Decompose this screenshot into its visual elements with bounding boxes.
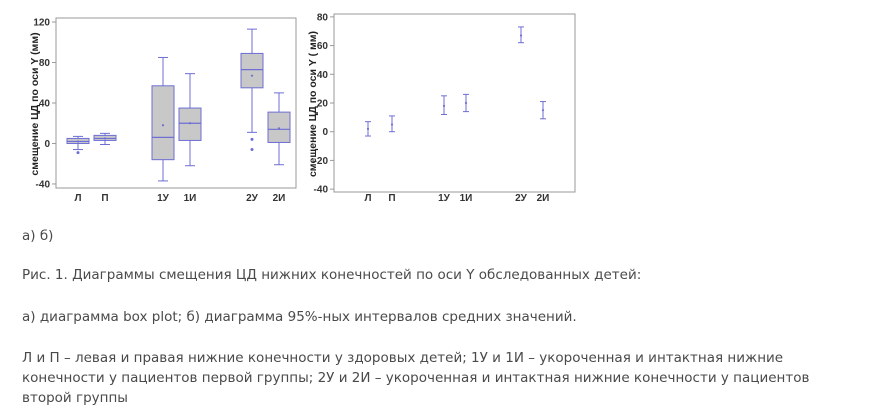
x-tick-label: 1И <box>184 193 197 204</box>
x-tick-label: 1И <box>460 193 473 204</box>
figure-caption: Рис. 1. Диаграммы смещения ЦД нижних кон… <box>22 267 642 283</box>
x-tick-label: П <box>101 193 108 204</box>
y-tick-label: -20 <box>314 156 329 167</box>
box <box>151 85 175 161</box>
interval-mean-point <box>366 127 370 130</box>
figure: смещение ЦД по оси Y (мм) -40 0 40 80 120 Л П… <box>29 12 576 204</box>
x-tick-label: Л <box>364 193 371 204</box>
caption-ab: а) б) <box>22 228 54 244</box>
box-mean-point <box>76 140 80 143</box>
y-tick-label: -40 <box>314 185 329 196</box>
chart-a: смещение ЦД по оси Y (мм) -40 0 40 80 120 Л П… <box>29 17 297 204</box>
box-mean-point <box>277 127 281 130</box>
interval-mean-point <box>541 109 545 112</box>
chart-b-ylabel: смещение ЦД по оси Y ( мм) <box>307 31 319 177</box>
y-tick-label: 20 <box>317 99 329 110</box>
interval-mean-point <box>442 104 446 107</box>
chart-a-ylabel: смещение ЦД по оси Y (мм) <box>29 32 41 175</box>
y-tick-label: 80 <box>39 58 51 69</box>
box <box>240 52 264 89</box>
x-tick-label: 2У <box>515 193 528 204</box>
y-tick-label: -40 <box>36 179 51 190</box>
x-tick-label: П <box>388 193 395 204</box>
y-tick-label: 40 <box>39 99 51 110</box>
y-tick-label: 120 <box>33 18 50 29</box>
x-tick-label: 1У <box>157 193 170 204</box>
box-mean-point <box>188 122 192 125</box>
interval-mean-point <box>519 34 523 37</box>
chart-a-frame <box>55 17 297 189</box>
box-mean-point <box>103 137 107 140</box>
interval-mean-point <box>464 101 468 105</box>
interval-mean-point <box>390 123 394 126</box>
caption-legend: Л и П – левая и правая нижние конечности… <box>22 350 810 406</box>
box-outlier <box>76 151 80 155</box>
box-outlier <box>250 148 254 152</box>
x-tick-label: 2У <box>246 193 259 204</box>
x-tick-label: 1У <box>438 193 451 204</box>
y-tick-label: 0 <box>44 139 50 150</box>
chart-b: смещение ЦД по оси Y ( мм) -40 -20 0 20 40 60… <box>307 12 576 204</box>
box-mean-point <box>161 124 165 127</box>
x-tick-label: 2И <box>537 193 550 204</box>
y-tick-label: 40 <box>317 70 329 81</box>
caption-description: а) диаграмма box plot; б) диаграмма 95%-… <box>22 309 577 325</box>
y-tick-label: 60 <box>317 41 329 52</box>
x-tick-label: 2И <box>273 193 286 204</box>
x-tick-label: Л <box>74 193 81 204</box>
box-mean-point <box>250 74 254 77</box>
y-tick-label: 80 <box>317 12 329 23</box>
y-tick-label: 0 <box>322 127 328 138</box>
box-outlier <box>250 137 254 141</box>
chart-b-frame <box>333 13 576 193</box>
